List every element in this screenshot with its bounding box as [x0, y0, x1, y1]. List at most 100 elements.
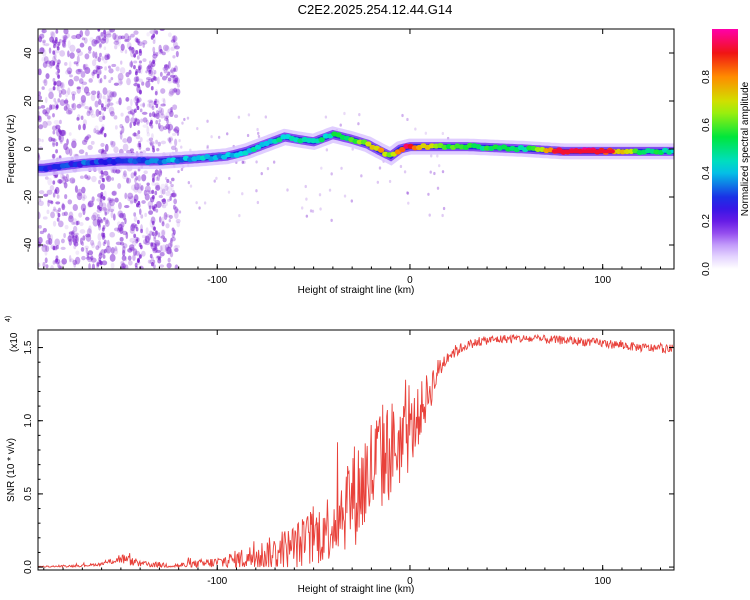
- noise-speckle: [81, 84, 84, 91]
- noise-speckle: [124, 115, 130, 124]
- noise-speckle: [86, 175, 91, 180]
- noise-streak: [52, 142, 56, 148]
- noise-speckle: [65, 109, 72, 115]
- noise-speckle: [105, 173, 110, 181]
- noise-streak: [98, 110, 102, 116]
- noise-speckle: [161, 188, 166, 195]
- noise-speckle: [47, 177, 53, 186]
- noise-speckle: [50, 265, 54, 269]
- noise-speckle: [107, 98, 111, 103]
- sparse-noise: [378, 166, 382, 170]
- noise-speckle: [38, 225, 42, 229]
- noise-speckle: [91, 59, 97, 67]
- noise-speckle: [39, 47, 45, 54]
- noise-speckle: [119, 123, 123, 129]
- noise-speckle: [46, 59, 51, 68]
- noise-speckle: [60, 89, 67, 95]
- noise-speckle: [66, 67, 73, 75]
- noise-speckle: [84, 29, 90, 37]
- noise-speckle: [129, 200, 134, 205]
- noise-speckle: [98, 99, 102, 106]
- noise-speckle: [79, 42, 85, 48]
- noise-speckle: [108, 102, 114, 106]
- noise-speckle: [106, 94, 111, 101]
- noise-streak: [59, 119, 62, 125]
- noise-speckle: [76, 55, 80, 64]
- noise-streak: [100, 191, 104, 197]
- noise-streak: [155, 103, 159, 109]
- sparse-noise: [318, 193, 322, 197]
- noise-speckle: [174, 77, 178, 82]
- sparse-noise: [178, 139, 181, 143]
- noise-streak: [152, 264, 156, 269]
- noise-speckle: [38, 91, 41, 96]
- noise-speckle: [89, 106, 92, 111]
- noise-streak: [154, 91, 158, 96]
- noise-speckle: [38, 190, 45, 195]
- noise-speckle: [119, 132, 123, 140]
- noise-speckle: [42, 227, 47, 233]
- snr-marks: [38, 333, 674, 569]
- noise-speckle: [121, 255, 127, 262]
- noise-speckle: [164, 183, 169, 187]
- noise-speckle: [53, 119, 60, 125]
- noise-speckle: [91, 263, 96, 269]
- noise-streak: [55, 141, 59, 147]
- noise-speckle: [63, 143, 68, 151]
- noise-speckle: [63, 36, 67, 45]
- noise-speckle: [159, 252, 165, 257]
- noise-speckle: [174, 244, 180, 249]
- noise-speckle: [98, 35, 102, 41]
- noise-speckle: [84, 135, 90, 141]
- noise-speckle: [52, 208, 58, 213]
- noise-speckle: [84, 53, 90, 60]
- noise-speckle: [146, 103, 151, 108]
- noise-speckle: [76, 116, 80, 121]
- noise-speckle: [78, 212, 83, 218]
- noise-speckle: [40, 104, 46, 109]
- sparse-noise: [256, 200, 260, 205]
- sparse-noise: [171, 193, 174, 197]
- noise-speckle: [148, 230, 153, 237]
- noise-streak: [155, 139, 159, 145]
- noise-speckle: [97, 71, 102, 75]
- noise-speckle: [106, 239, 110, 248]
- noise-speckle: [44, 96, 48, 104]
- noise-speckle: [146, 119, 149, 125]
- noise-streak: [58, 135, 62, 141]
- noise-speckle: [101, 202, 107, 211]
- noise-speckle: [103, 170, 109, 176]
- sparse-noise: [320, 166, 323, 170]
- noise-speckle: [141, 81, 145, 86]
- noise-speckle: [146, 126, 150, 134]
- noise-streak: [155, 120, 159, 125]
- noise-speckle: [166, 186, 172, 193]
- noise-speckle: [108, 65, 111, 69]
- noise-speckle: [157, 173, 161, 182]
- noise-streak: [133, 132, 137, 137]
- noise-speckle: [142, 239, 148, 245]
- noise-speckle: [39, 230, 44, 235]
- noise-speckle: [79, 175, 84, 179]
- noise-speckle: [86, 110, 91, 117]
- noise-streak: [54, 245, 58, 251]
- sparse-noise: [401, 113, 404, 118]
- noise-speckle: [38, 200, 44, 207]
- noise-streak: [136, 105, 140, 111]
- noise-streak: [135, 239, 139, 244]
- noise-speckle: [94, 100, 99, 108]
- noise-streak: [103, 33, 107, 38]
- noise-streak: [153, 100, 157, 106]
- noise-speckle: [152, 178, 155, 183]
- noise-speckle: [134, 250, 141, 256]
- noise-speckle: [145, 147, 151, 152]
- noise-streak: [96, 74, 100, 79]
- noise-speckle: [99, 202, 104, 207]
- noise-streak: [133, 233, 137, 239]
- noise-speckle: [41, 56, 46, 62]
- heatmap-x-tick-label: -100: [207, 275, 227, 286]
- noise-speckle: [141, 111, 148, 115]
- noise-speckle: [169, 237, 173, 244]
- noise-streak: [140, 118, 143, 123]
- noise-speckle: [104, 208, 110, 215]
